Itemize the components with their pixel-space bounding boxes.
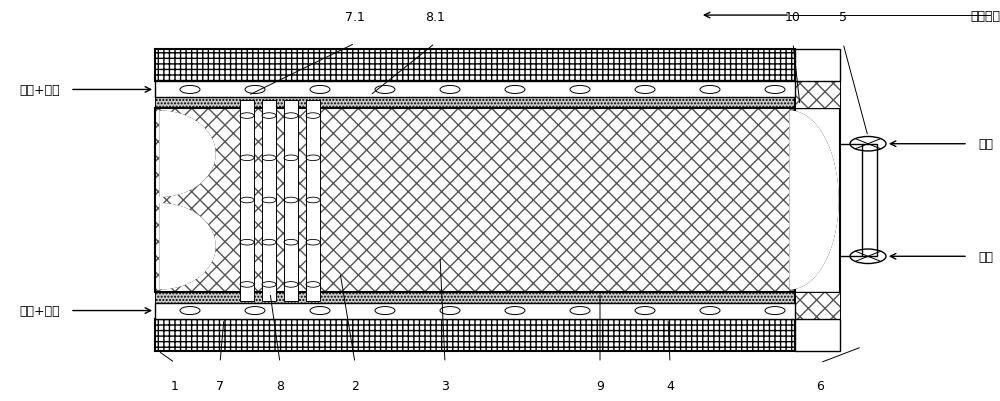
Polygon shape <box>160 112 215 197</box>
Polygon shape <box>160 204 215 289</box>
Bar <box>262 100 276 301</box>
Bar <box>795 82 840 108</box>
Text: 3: 3 <box>441 379 449 392</box>
Text: 氮气: 氮气 <box>978 138 993 151</box>
Bar <box>795 319 840 351</box>
Text: 9: 9 <box>596 379 604 392</box>
Bar <box>240 100 254 301</box>
Bar <box>795 293 840 319</box>
Bar <box>155 108 795 293</box>
Bar <box>155 82 795 98</box>
Text: 8: 8 <box>276 379 284 392</box>
Bar <box>155 293 795 303</box>
Polygon shape <box>160 112 215 197</box>
Bar <box>795 50 840 82</box>
Polygon shape <box>790 112 838 289</box>
Text: 10: 10 <box>785 11 801 24</box>
Bar <box>155 303 795 319</box>
Text: 2: 2 <box>351 379 359 392</box>
Bar <box>795 82 840 108</box>
Bar <box>795 293 840 319</box>
Text: 7.1: 7.1 <box>345 11 365 24</box>
Polygon shape <box>790 112 838 289</box>
Bar <box>306 100 320 301</box>
Bar <box>155 108 795 293</box>
Text: 4: 4 <box>666 379 674 392</box>
Text: 1: 1 <box>171 379 179 392</box>
Bar <box>284 100 298 301</box>
Text: 5: 5 <box>839 11 847 24</box>
Text: 6: 6 <box>816 379 824 392</box>
Text: 氮气: 氮气 <box>978 250 993 263</box>
Text: 7: 7 <box>216 379 224 392</box>
Polygon shape <box>160 204 215 289</box>
Bar <box>862 144 877 257</box>
Bar <box>155 98 795 108</box>
Text: 运行方向: 运行方向 <box>970 10 1000 22</box>
Text: 氢气+氮气: 氢气+氮气 <box>19 84 60 97</box>
Bar <box>155 319 795 351</box>
Text: 8.1: 8.1 <box>425 11 445 24</box>
Text: 氢气+氮气: 氢气+氮气 <box>19 304 60 317</box>
Bar <box>155 50 795 82</box>
Bar <box>155 50 795 82</box>
Bar <box>155 319 795 351</box>
